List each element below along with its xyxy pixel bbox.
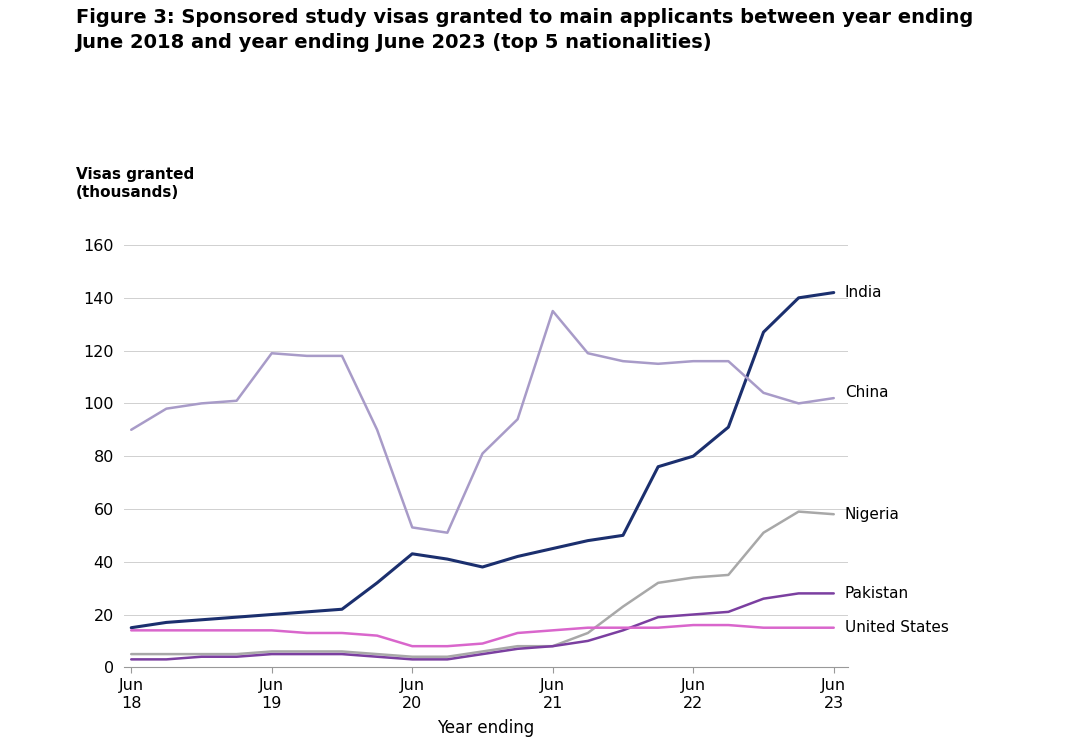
- Text: India: India: [845, 285, 882, 300]
- Text: United States: United States: [845, 621, 949, 635]
- Text: Visas granted
(thousands): Visas granted (thousands): [76, 167, 193, 200]
- Text: China: China: [845, 385, 889, 400]
- Text: Pakistan: Pakistan: [845, 586, 909, 601]
- Text: Nigeria: Nigeria: [845, 507, 900, 522]
- Text: Figure 3: Sponsored study visas granted to main applicants between year ending
J: Figure 3: Sponsored study visas granted …: [76, 8, 973, 51]
- X-axis label: Year ending: Year ending: [437, 719, 535, 737]
